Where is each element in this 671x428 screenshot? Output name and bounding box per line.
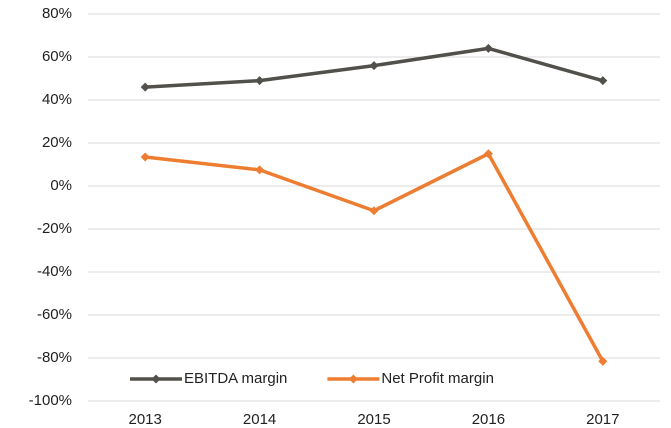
marker (140, 152, 150, 162)
marker (255, 165, 265, 175)
x-tick-label: 2013 (129, 411, 162, 428)
legend-label: Net Profit margin (381, 370, 494, 387)
x-tick-label: 2015 (357, 411, 390, 428)
marker (483, 149, 493, 159)
marker (598, 356, 608, 366)
y-tick-label: 0% (50, 177, 72, 194)
legend-marker (151, 374, 161, 384)
marker (255, 76, 265, 86)
marker (369, 61, 379, 71)
marker (598, 76, 608, 86)
legend-marker (348, 374, 358, 384)
y-tick-label: -40% (37, 263, 72, 280)
y-tick-label: -60% (37, 306, 72, 323)
series-line (145, 152, 605, 363)
marker (483, 43, 493, 53)
legend-label: EBITDA margin (184, 370, 287, 387)
y-tick-label: -100% (29, 392, 72, 409)
y-tick-label: -80% (37, 349, 72, 366)
x-tick-label: 2017 (586, 411, 619, 428)
marker (140, 82, 150, 92)
marker (369, 206, 379, 216)
y-tick-label: 40% (42, 91, 72, 108)
y-tick-label: 20% (42, 134, 72, 151)
y-tick-label: -20% (37, 220, 72, 237)
y-tick-label: 60% (42, 48, 72, 65)
x-tick-label: 2016 (472, 411, 505, 428)
y-tick-label: 80% (42, 5, 72, 22)
x-tick-label: 2014 (243, 411, 276, 428)
